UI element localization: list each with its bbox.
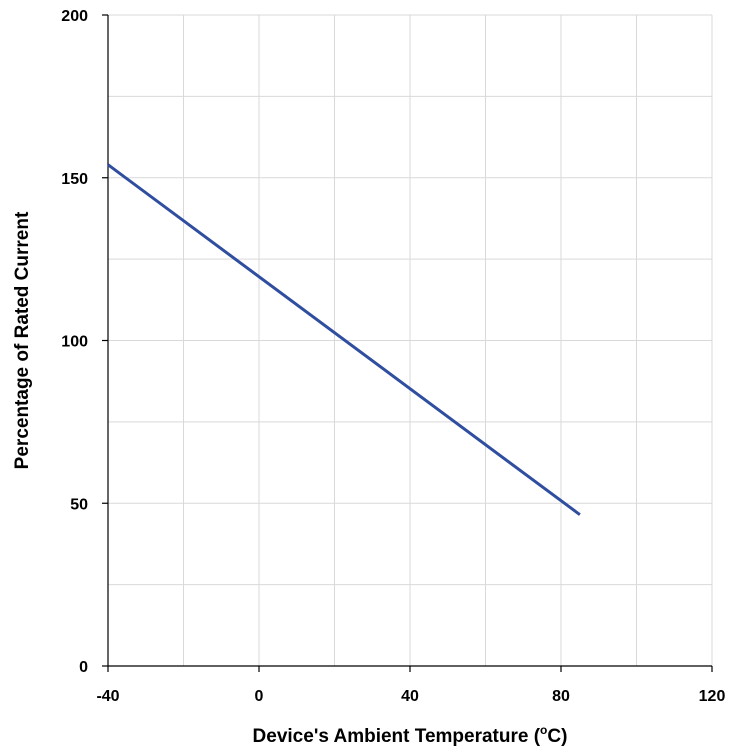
y-tick-label: 50 xyxy=(70,496,88,513)
ticks: -40 0 40 80 120 0 50 100 150 200 xyxy=(61,8,725,705)
gridlines xyxy=(108,14,713,666)
series xyxy=(107,163,581,516)
y-tick-label: 0 xyxy=(79,659,88,676)
x-axis-title-superscript: o xyxy=(540,723,547,737)
x-axis-title: Device's Ambient Temperature (oC) xyxy=(253,723,568,747)
x-tick-label: 120 xyxy=(699,688,726,705)
x-tick-label: -40 xyxy=(96,688,119,705)
y-tick-label: 200 xyxy=(61,8,88,25)
y-axis-title: Percentage of Rated Current xyxy=(12,211,33,469)
y-tick-label: 150 xyxy=(61,171,88,188)
x-tick-label: 0 xyxy=(255,688,264,705)
x-tick-label: 80 xyxy=(552,688,570,705)
y-tick-label: 100 xyxy=(61,334,88,351)
x-axis-title-prefix: Device's Ambient Temperature ( xyxy=(253,726,541,747)
x-axis-title-suffix: C) xyxy=(547,726,567,747)
series-line xyxy=(107,163,581,516)
x-tick-label: 40 xyxy=(401,688,419,705)
